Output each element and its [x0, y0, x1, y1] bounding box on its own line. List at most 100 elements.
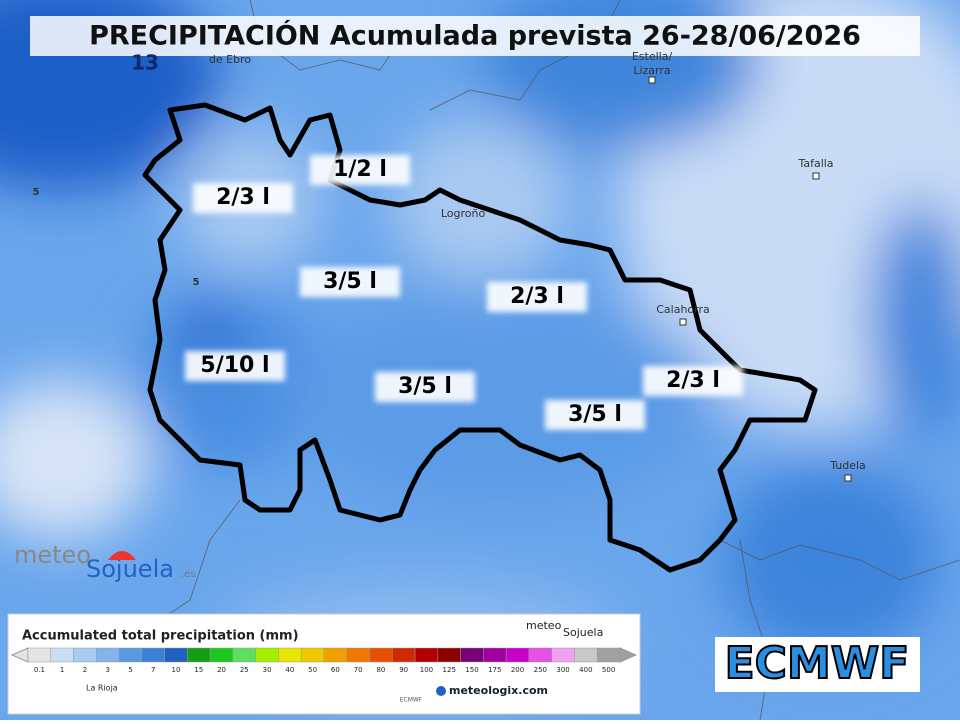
- legend-swatch: [528, 647, 552, 663]
- legend-swatch: [73, 647, 97, 663]
- legend-tick-label: 175: [488, 666, 501, 674]
- place-dot: [844, 474, 852, 482]
- legend-swatch: [323, 647, 348, 663]
- place-dot: [812, 172, 820, 180]
- legend-swatch: [414, 647, 439, 663]
- legend-tick-label: 10: [172, 666, 181, 674]
- logo-meteo: meteo: [14, 541, 91, 569]
- legend-tick-label: 80: [376, 666, 385, 674]
- model-box: [715, 637, 920, 692]
- legend-swatch: [164, 647, 188, 663]
- zone-label: 2/3 l: [216, 185, 270, 210]
- legend-tick-label: 300: [556, 666, 569, 674]
- logo-suffix: .es: [181, 569, 196, 580]
- zone-label-box: [545, 400, 645, 430]
- legend-site-icon: [436, 686, 446, 696]
- zone-label-box: [300, 267, 400, 297]
- legend-site: meteologix.com: [449, 684, 548, 697]
- zone-label: 3/5 l: [323, 269, 377, 294]
- place-name: Tafalla: [797, 157, 833, 170]
- legend-tick-label: 500: [602, 666, 615, 674]
- legend-swatch: [596, 647, 621, 663]
- legend-swatch: [369, 647, 393, 663]
- legend-swatch: [460, 647, 484, 663]
- legend-tick-label: 200: [511, 666, 524, 674]
- region-border: [142, 102, 818, 573]
- legend-tick-label: 90: [399, 666, 408, 674]
- legend-swatch: [392, 647, 416, 663]
- legend-tick-label: 3: [105, 666, 109, 674]
- legend-swatch: [96, 647, 120, 663]
- zone-label: 2/3 l: [510, 284, 564, 309]
- legend-swatch: [255, 647, 279, 663]
- contour-label: 13: [131, 51, 159, 75]
- legend-swatch: [50, 647, 74, 663]
- place-name: Logroño: [441, 207, 486, 220]
- zone-label-box: [185, 351, 285, 381]
- legend-tick-label: 150: [465, 666, 478, 674]
- legend-provider: ECMWF: [400, 697, 423, 704]
- legend-tick-label: 40: [285, 666, 294, 674]
- legend-tick-label: 125: [443, 666, 456, 674]
- legend-swatch: [574, 647, 598, 663]
- legend-title: Accumulated total precipitation (mm): [22, 629, 299, 644]
- place-name: Calahorra: [656, 303, 710, 316]
- legend-brand-meteo: meteo: [526, 619, 562, 632]
- legend-swatch: [141, 647, 165, 663]
- legend-swatch: [278, 647, 302, 663]
- place-dot: [648, 76, 656, 84]
- title: PRECIPITACIÓN Acumulada prevista 26-28/0…: [89, 20, 861, 52]
- logo-umbrella: [108, 551, 136, 560]
- legend-tick-label: 0.1: [34, 666, 45, 674]
- legend-box: [7, 613, 641, 715]
- legend-tick-label: 2: [83, 666, 87, 674]
- zone-label-box: [193, 183, 293, 213]
- legend-region: La Rioja: [86, 684, 118, 693]
- legend-tick-label: 1: [60, 666, 64, 674]
- place-name: Tudela: [829, 459, 866, 472]
- zone-label: 1/2 l: [333, 157, 387, 182]
- zone-label-box: [643, 366, 743, 396]
- legend-swatch: [346, 647, 370, 663]
- legend-tick-label: 100: [420, 666, 433, 674]
- legend-brand-sojuela: Sojuela: [563, 626, 603, 639]
- zone-label: 3/5 l: [568, 402, 622, 427]
- legend-tick-label: 70: [354, 666, 363, 674]
- zone-label: 5/10 l: [200, 353, 269, 378]
- legend-tick-label: 25: [240, 666, 249, 674]
- legend-swatch: [483, 647, 507, 663]
- legend-tick-label: 20: [217, 666, 226, 674]
- zone-label-box: [310, 155, 410, 185]
- contour-label: 5: [33, 187, 40, 198]
- zone-label: 2/3 l: [666, 368, 720, 393]
- legend-swatch: [118, 647, 143, 663]
- legend-swatch: [232, 647, 256, 663]
- legend-swatch: [209, 647, 234, 663]
- legend-swatch: [505, 647, 530, 663]
- legend-swatch: [300, 647, 325, 663]
- model-label: ECMWF: [725, 638, 910, 689]
- zone-label-box: [487, 282, 587, 312]
- legend-tick-label: 400: [579, 666, 592, 674]
- legend-tick-label: 50: [308, 666, 317, 674]
- legend-tick-label: 250: [534, 666, 547, 674]
- place-dot: [679, 318, 687, 326]
- legend-tick-label: 15: [194, 666, 203, 674]
- legend-swatch: [27, 647, 52, 663]
- legend-tick-label: 7: [151, 666, 155, 674]
- place-name: Estella/: [632, 50, 673, 63]
- title-box: [30, 16, 920, 56]
- legend-swatch: [551, 647, 575, 663]
- contour-label: 5: [193, 277, 200, 288]
- place-name: Lizarra: [633, 64, 670, 77]
- legend-tick-label: 30: [263, 666, 272, 674]
- legend-swatch: [187, 647, 211, 663]
- legend-swatch: [437, 647, 461, 663]
- place-name: de Ebro: [209, 53, 251, 66]
- zone-label-box: [375, 372, 475, 402]
- legend-tick-label: 5: [128, 666, 132, 674]
- legend-tick-label: 60: [331, 666, 340, 674]
- zone-label: 3/5 l: [398, 374, 452, 399]
